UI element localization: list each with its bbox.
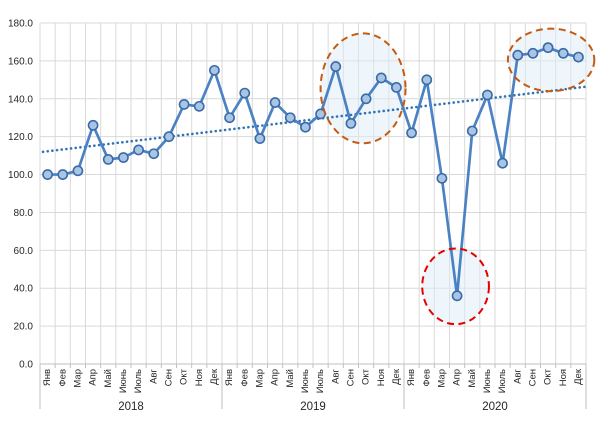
data-point [118, 152, 129, 163]
x-year-label: 2020 [482, 401, 508, 413]
data-point [330, 61, 342, 72]
x-month-label: Авг [148, 368, 159, 383]
x-month-label: Июль [497, 369, 508, 393]
x-month-label: Янв [42, 369, 53, 386]
x-month-label: Ноя [376, 369, 387, 386]
x-month-label: Июнь [118, 369, 129, 393]
data-point [436, 172, 448, 184]
data-point [72, 165, 84, 177]
x-month-label: Июнь [482, 369, 493, 393]
data-point [102, 153, 114, 165]
highlight-aug-dec-2020 [506, 27, 596, 93]
y-tick-label: 160.0 [8, 56, 33, 67]
x-month-label: Май [103, 369, 114, 388]
data-point [375, 72, 387, 84]
data-point [239, 87, 251, 99]
x-month-label: Янв [406, 369, 417, 386]
data-point [42, 169, 53, 180]
data-point [163, 131, 175, 143]
x-month-label: Июль [133, 369, 144, 393]
data-point [360, 93, 372, 105]
x-month-label: Ноя [558, 369, 569, 386]
data-point [269, 97, 281, 108]
x-month-label: Фев [239, 369, 250, 387]
data-point [497, 157, 508, 169]
x-month-label: Авг [512, 368, 523, 383]
x-month-label: Дек [573, 368, 584, 385]
x-month-label: Фев [57, 369, 68, 387]
x-month-label: Апр [88, 369, 99, 386]
data-point [148, 148, 160, 160]
data-point [391, 82, 402, 93]
y-tick-label: 120.0 [8, 132, 33, 143]
data-point [87, 119, 99, 131]
data-point [421, 74, 433, 86]
x-year-label: 2019 [300, 401, 326, 413]
x-month-label: Мар [254, 369, 265, 388]
data-point [284, 112, 296, 124]
y-tick-label: 0.0 [19, 360, 33, 371]
y-tick-label: 180.0 [8, 19, 33, 30]
data-point [557, 47, 569, 59]
y-tick-label: 100.0 [8, 170, 33, 181]
x-month-label: Май [467, 369, 478, 388]
y-tick-label: 80.0 [14, 208, 34, 219]
x-month-label: Окт [361, 368, 372, 385]
data-point [57, 169, 69, 180]
y-tick-label: 60.0 [14, 246, 34, 257]
data-point [573, 51, 584, 63]
data-point [178, 99, 190, 110]
data-point [300, 121, 311, 133]
x-month-label: Фев [421, 369, 432, 387]
data-point [345, 118, 357, 129]
y-tick-label: 40.0 [14, 284, 34, 295]
x-month-label: Апр [270, 369, 281, 386]
highlight-apr-2020-drop [421, 247, 490, 326]
data-point [542, 42, 554, 54]
x-month-label: Ноя [194, 369, 205, 386]
x-month-label: Дек [391, 368, 402, 385]
data-point [527, 47, 539, 59]
highlight-aug-dec-2019 [319, 32, 407, 145]
x-month-label: Апр [452, 369, 463, 386]
data-point [254, 133, 266, 144]
y-tick-label: 140.0 [8, 94, 33, 105]
y-tick-label: 20.0 [14, 322, 34, 333]
x-month-label: Мар [72, 369, 83, 388]
data-point [482, 89, 493, 101]
data-point [512, 49, 524, 61]
x-month-label: Июль [315, 369, 326, 393]
x-month-label: Авг [330, 368, 341, 383]
data-point [193, 100, 205, 112]
x-month-label: Сен [527, 369, 538, 386]
x-month-label: Июнь [300, 369, 311, 393]
x-month-label: Май [285, 369, 296, 388]
data-point [466, 125, 478, 137]
x-month-label: Мар [436, 369, 447, 388]
data-point [224, 112, 235, 124]
x-year-label: 2018 [118, 401, 144, 413]
data-point [133, 144, 144, 156]
x-month-label: Окт [179, 368, 190, 385]
x-month-label: Дек [209, 368, 220, 385]
x-month-label: Янв [224, 369, 235, 386]
data-point [406, 127, 417, 139]
data-point [451, 290, 463, 302]
x-month-label: Сен [163, 369, 174, 386]
x-month-label: Окт [543, 368, 554, 385]
data-point [209, 64, 220, 76]
x-month-label: Сен [345, 369, 356, 386]
highlight-aug-dec-2020-fill [507, 28, 595, 92]
